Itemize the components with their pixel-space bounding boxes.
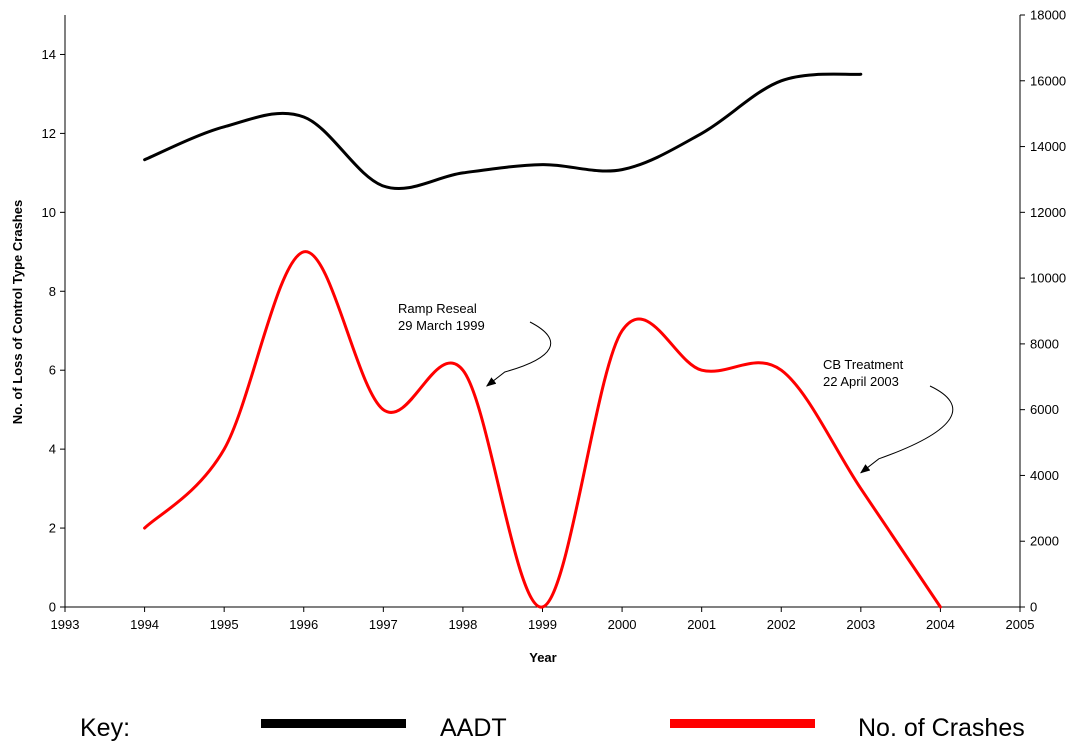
key-label: Key:	[80, 714, 130, 743]
x-tick-label: 1996	[289, 617, 318, 632]
series-line-no-of-crashes	[145, 252, 941, 608]
series-lines	[144, 74, 940, 607]
left-axis: 0 2 4 6 8 10 12 14	[42, 15, 65, 615]
right-tick-label: 18000	[1030, 8, 1066, 23]
key-swatch-crashes	[670, 719, 815, 728]
x-tick-label: 2005	[1006, 617, 1035, 632]
left-tick-label: 10	[42, 205, 56, 220]
right-tick-label: 10000	[1030, 271, 1066, 286]
right-tick-label: 0	[1030, 600, 1037, 615]
right-tick-label: 14000	[1030, 139, 1066, 154]
left-tick-label: 4	[49, 442, 56, 457]
left-tick-label: 2	[49, 521, 56, 536]
right-tick-label: 8000	[1030, 336, 1059, 351]
annotation-text: Ramp Reseal	[398, 301, 477, 316]
right-tick-label: 2000	[1030, 534, 1059, 549]
left-tick-label: 0	[49, 600, 56, 615]
x-tick-label: 2003	[846, 617, 875, 632]
series-line-aadt	[145, 74, 861, 188]
right-tick-label: 6000	[1030, 402, 1059, 417]
right-tick-label: 12000	[1030, 205, 1066, 220]
x-tick-label: 2000	[608, 617, 637, 632]
left-tick-label: 14	[42, 47, 56, 62]
annotation-text: CB Treatment	[823, 357, 904, 372]
x-tick-label: 2004	[926, 617, 955, 632]
left-tick-label: 8	[49, 284, 56, 299]
annotation-arrow	[861, 386, 953, 473]
x-axis-title: Year	[529, 650, 556, 665]
key-swatch-aadt	[261, 719, 406, 728]
annotation-arrow	[487, 322, 551, 386]
x-tick-label: 1997	[369, 617, 398, 632]
left-tick-label: 6	[49, 363, 56, 378]
y-axis-title: No. of Loss of Control Type Crashes	[10, 200, 25, 424]
annotations: Ramp Reseal 29 March 1999 CB Treatment 22 A…	[398, 301, 953, 473]
x-tick-label: 1998	[448, 617, 477, 632]
x-tick-label: 2001	[687, 617, 716, 632]
x-tick-label: 1995	[210, 617, 239, 632]
annotation-text: 22 April 2003	[823, 374, 899, 389]
x-tick-label: 1994	[130, 617, 159, 632]
left-tick-label: 12	[42, 126, 56, 141]
key-label-crashes: No. of Crashes	[858, 714, 1025, 743]
x-tick-label: 2002	[767, 617, 796, 632]
x-axis: 1993 1994 1995 1996 1997 1998 1999 2000 2001 2002…	[51, 607, 1035, 632]
right-axis: 0 2000 4000 6000 8000 10000 12000 14000 16000 180…	[1020, 8, 1066, 615]
annotation-text: 29 March 1999	[398, 318, 485, 333]
x-tick-label: 1999	[528, 617, 557, 632]
x-tick-label: 1993	[51, 617, 80, 632]
right-tick-label: 16000	[1030, 73, 1066, 88]
key-label-aadt: AADT	[440, 714, 507, 743]
right-tick-label: 4000	[1030, 468, 1059, 483]
